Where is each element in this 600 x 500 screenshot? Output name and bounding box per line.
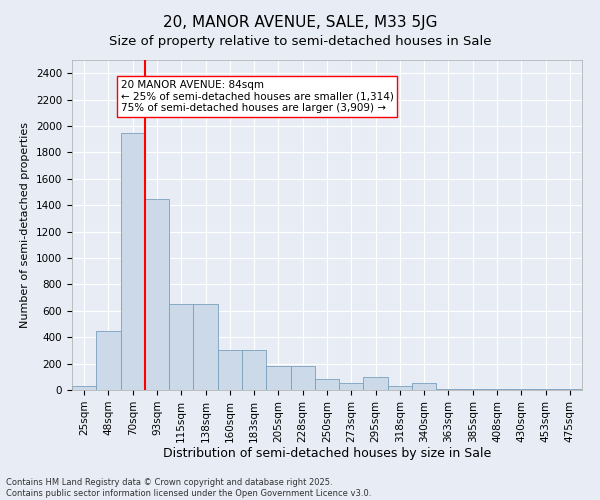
Bar bbox=[96, 330, 121, 390]
Bar bbox=[218, 350, 242, 390]
Text: 20, MANOR AVENUE, SALE, M33 5JG: 20, MANOR AVENUE, SALE, M33 5JG bbox=[163, 15, 437, 30]
Bar bbox=[290, 366, 315, 390]
Bar bbox=[266, 366, 290, 390]
Bar bbox=[193, 304, 218, 390]
Text: Contains HM Land Registry data © Crown copyright and database right 2025.
Contai: Contains HM Land Registry data © Crown c… bbox=[6, 478, 371, 498]
Bar bbox=[388, 386, 412, 390]
Bar bbox=[412, 384, 436, 390]
Bar bbox=[121, 132, 145, 390]
Bar bbox=[242, 350, 266, 390]
Text: Size of property relative to semi-detached houses in Sale: Size of property relative to semi-detach… bbox=[109, 35, 491, 48]
Y-axis label: Number of semi-detached properties: Number of semi-detached properties bbox=[20, 122, 31, 328]
Bar bbox=[364, 377, 388, 390]
Text: 20 MANOR AVENUE: 84sqm
← 25% of semi-detached houses are smaller (1,314)
75% of : 20 MANOR AVENUE: 84sqm ← 25% of semi-det… bbox=[121, 80, 394, 113]
X-axis label: Distribution of semi-detached houses by size in Sale: Distribution of semi-detached houses by … bbox=[163, 448, 491, 460]
Bar bbox=[145, 198, 169, 390]
Bar bbox=[72, 386, 96, 390]
Bar bbox=[315, 380, 339, 390]
Bar bbox=[169, 304, 193, 390]
Bar bbox=[339, 384, 364, 390]
